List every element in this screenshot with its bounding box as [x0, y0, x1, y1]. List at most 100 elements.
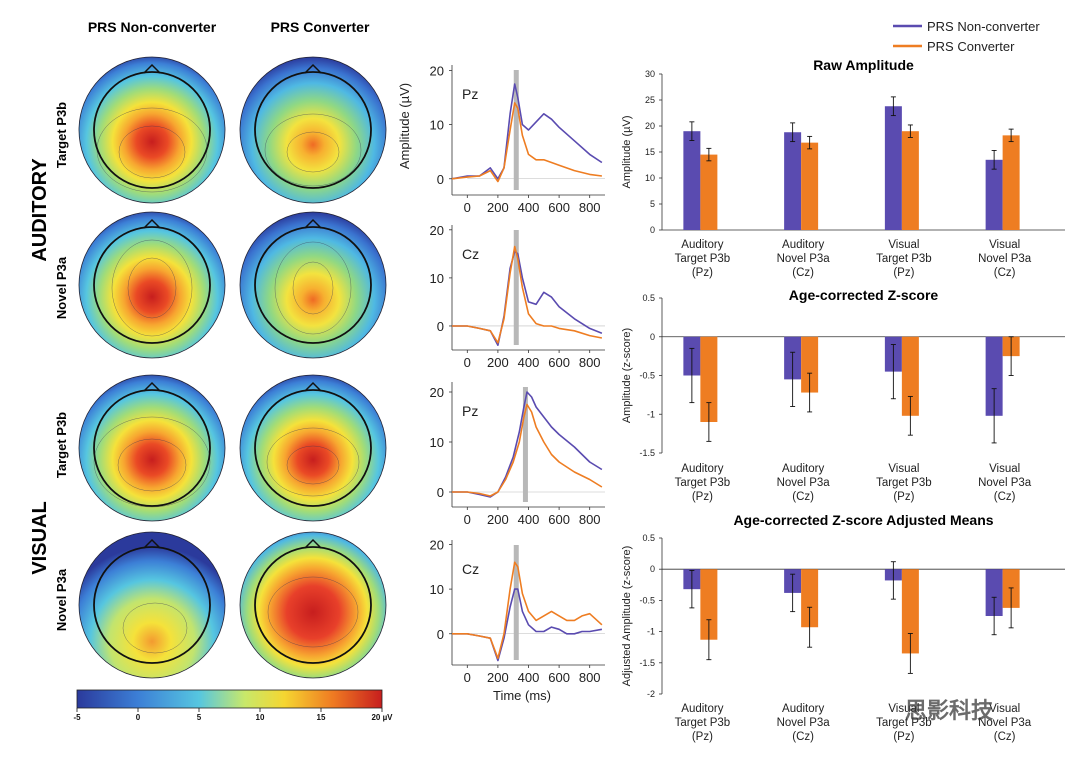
waveform-x-tick-label: 400: [518, 670, 540, 685]
waveform-x-tick-label: 800: [579, 355, 601, 370]
bar-converter: [700, 336, 718, 422]
legend-label-nonconverter: PRS Non-converter: [927, 19, 1040, 34]
waveform-channel-label: Pz: [462, 86, 478, 102]
bar-chart-y-tick-label: -0.5: [639, 595, 655, 605]
waveform-x-tick-label: 200: [487, 512, 509, 527]
bar-chart-y-tick-label: -1: [647, 409, 655, 419]
bar-converter: [901, 569, 919, 654]
waveform-x-tick-label: 200: [487, 200, 509, 215]
bar-chart-category-label: Auditory: [681, 703, 723, 715]
topomap-visual-target-nonconverter: [78, 374, 226, 522]
bar-chart-category-label: Target P3b: [876, 477, 932, 489]
topomap-auditory-novel-converter: [239, 211, 387, 359]
bar-chart-ylabel: Amplitude (z-score): [621, 328, 633, 423]
waveform-y-tick-label: 10: [430, 582, 444, 597]
bar-chart-category-label: (Pz): [893, 267, 914, 279]
bar-chart-category-label: Auditory: [782, 703, 824, 715]
colorbar-tick-label: 10: [256, 713, 265, 722]
waveform-series-converter: [452, 561, 603, 660]
waveform-x-tick-label: 800: [579, 512, 601, 527]
bar-chart-category-label: Target P3b: [675, 477, 731, 489]
bar-chart-category-label: Novel P3a: [777, 717, 831, 729]
waveform-y-tick-label: 20: [430, 537, 444, 552]
bar-chart-y-tick-label: 25: [645, 95, 655, 105]
waveform-y-tick-label: 10: [430, 271, 444, 286]
waveform-series-nonconverter: [452, 250, 603, 346]
colorbar-tick-label: 5: [197, 713, 202, 722]
waveform-series-converter: [452, 245, 603, 344]
bar-chart-y-tick-label: 10: [645, 173, 655, 183]
bar-chart-y-tick-label: 0: [650, 564, 655, 574]
bar-chart-category-label: (Pz): [692, 267, 713, 279]
waveform-channel-label: Cz: [462, 561, 479, 577]
bar-converter: [901, 131, 919, 230]
waveform-x-tick-label: 600: [548, 355, 570, 370]
bar-chart-category-label: Visual: [989, 703, 1020, 715]
topomap-auditory-target-converter: [239, 56, 387, 204]
waveform-x-tick-label: 0: [464, 670, 471, 685]
colorbar-tick-label: 20 µV: [371, 713, 393, 722]
colorbar-tick-label: -5: [73, 713, 81, 722]
bar-converter: [1002, 135, 1020, 230]
row-label-auditory-target: Target P3b: [54, 102, 69, 168]
bar-chart-category-label: Novel P3a: [777, 253, 831, 265]
watermark-text: 思影科技: [905, 698, 994, 723]
bar-nonconverter: [884, 106, 902, 230]
bar-chart-title: Raw Amplitude: [813, 57, 914, 73]
bar-chart-category-label: Visual: [888, 239, 919, 251]
waveform-y-tick-label: 10: [430, 118, 444, 133]
bar-chart-title: Age-corrected Z-score Adjusted Means: [733, 512, 993, 528]
waveform-x-tick-label: 400: [518, 355, 540, 370]
column-header-converter: PRS Converter: [271, 19, 370, 35]
row-label-auditory-novel: Novel P3a: [54, 256, 69, 319]
waveform-x-tick-label: 800: [579, 200, 601, 215]
waveform-y-tick-label: 0: [437, 172, 444, 187]
bar-nonconverter: [985, 336, 1003, 416]
latency-marker: [513, 545, 519, 660]
group-label-visual: VISUAL: [29, 501, 51, 574]
colorbar: [76, 689, 383, 709]
bar-chart-category-label: Novel P3a: [978, 717, 1032, 729]
bar-converter: [700, 154, 718, 230]
row-label-visual-target: Target P3b: [54, 412, 69, 478]
bar-chart-ylabel: Amplitude (µV): [621, 116, 633, 189]
bar-chart-category-label: Auditory: [681, 239, 723, 251]
bar-chart-y-tick-label: 0: [650, 332, 655, 342]
group-label-auditory: AUDITORY: [29, 158, 51, 262]
bar-converter: [801, 569, 819, 628]
row-label-visual-novel: Novel P3a: [54, 568, 69, 631]
topomap-visual-target-converter: [239, 374, 387, 522]
bar-chart-category-label: Novel P3a: [978, 253, 1032, 265]
bar-chart-category-label: Auditory: [681, 463, 723, 475]
bar-chart-ylabel: Adjusted Amplitude (z-score): [621, 546, 633, 687]
latency-marker: [522, 387, 528, 502]
waveform-channel-label: Cz: [462, 246, 479, 262]
waveform-xlabel: Time (ms): [493, 688, 551, 703]
bar-converter: [700, 569, 718, 640]
bar-chart-title: Age-corrected Z-score: [789, 287, 939, 303]
waveform-x-tick-label: 600: [548, 200, 570, 215]
column-header-non-converter: PRS Non-converter: [88, 19, 217, 35]
legend: PRS Non-converter PRS Converter: [893, 19, 1040, 54]
waveform-x-tick-label: 200: [487, 355, 509, 370]
waveform-y-tick-label: 0: [437, 485, 444, 500]
waveform-ylabel: Amplitude (µV): [397, 83, 412, 169]
waveform-channel-label: Pz: [462, 403, 478, 419]
colorbar-ticks: -5 0 5 10 15 20 µV: [73, 708, 393, 722]
bar-chart-category-label: Target P3b: [876, 253, 932, 265]
bar-chart-category-label: Visual: [989, 239, 1020, 251]
bar-chart-category-label: (Cz): [994, 491, 1016, 503]
topomap-visual-novel-nonconverter: [78, 531, 226, 679]
topomap-auditory-target-nonconverter: [78, 56, 226, 204]
colorbar-tick-label: 15: [317, 713, 326, 722]
legend-label-converter: PRS Converter: [927, 39, 1015, 54]
bar-chart-category-label: Visual: [888, 463, 919, 475]
waveform-series-nonconverter: [452, 588, 603, 662]
bar-chart-y-tick-label: 15: [645, 147, 655, 157]
waveform-x-tick-label: 800: [579, 670, 601, 685]
waveform-x-tick-label: 400: [518, 512, 540, 527]
bar-chart-y-tick-label: -0.5: [639, 371, 655, 381]
waveform-x-tick-label: 400: [518, 200, 540, 215]
bar-chart-category-label: (Cz): [994, 731, 1016, 743]
